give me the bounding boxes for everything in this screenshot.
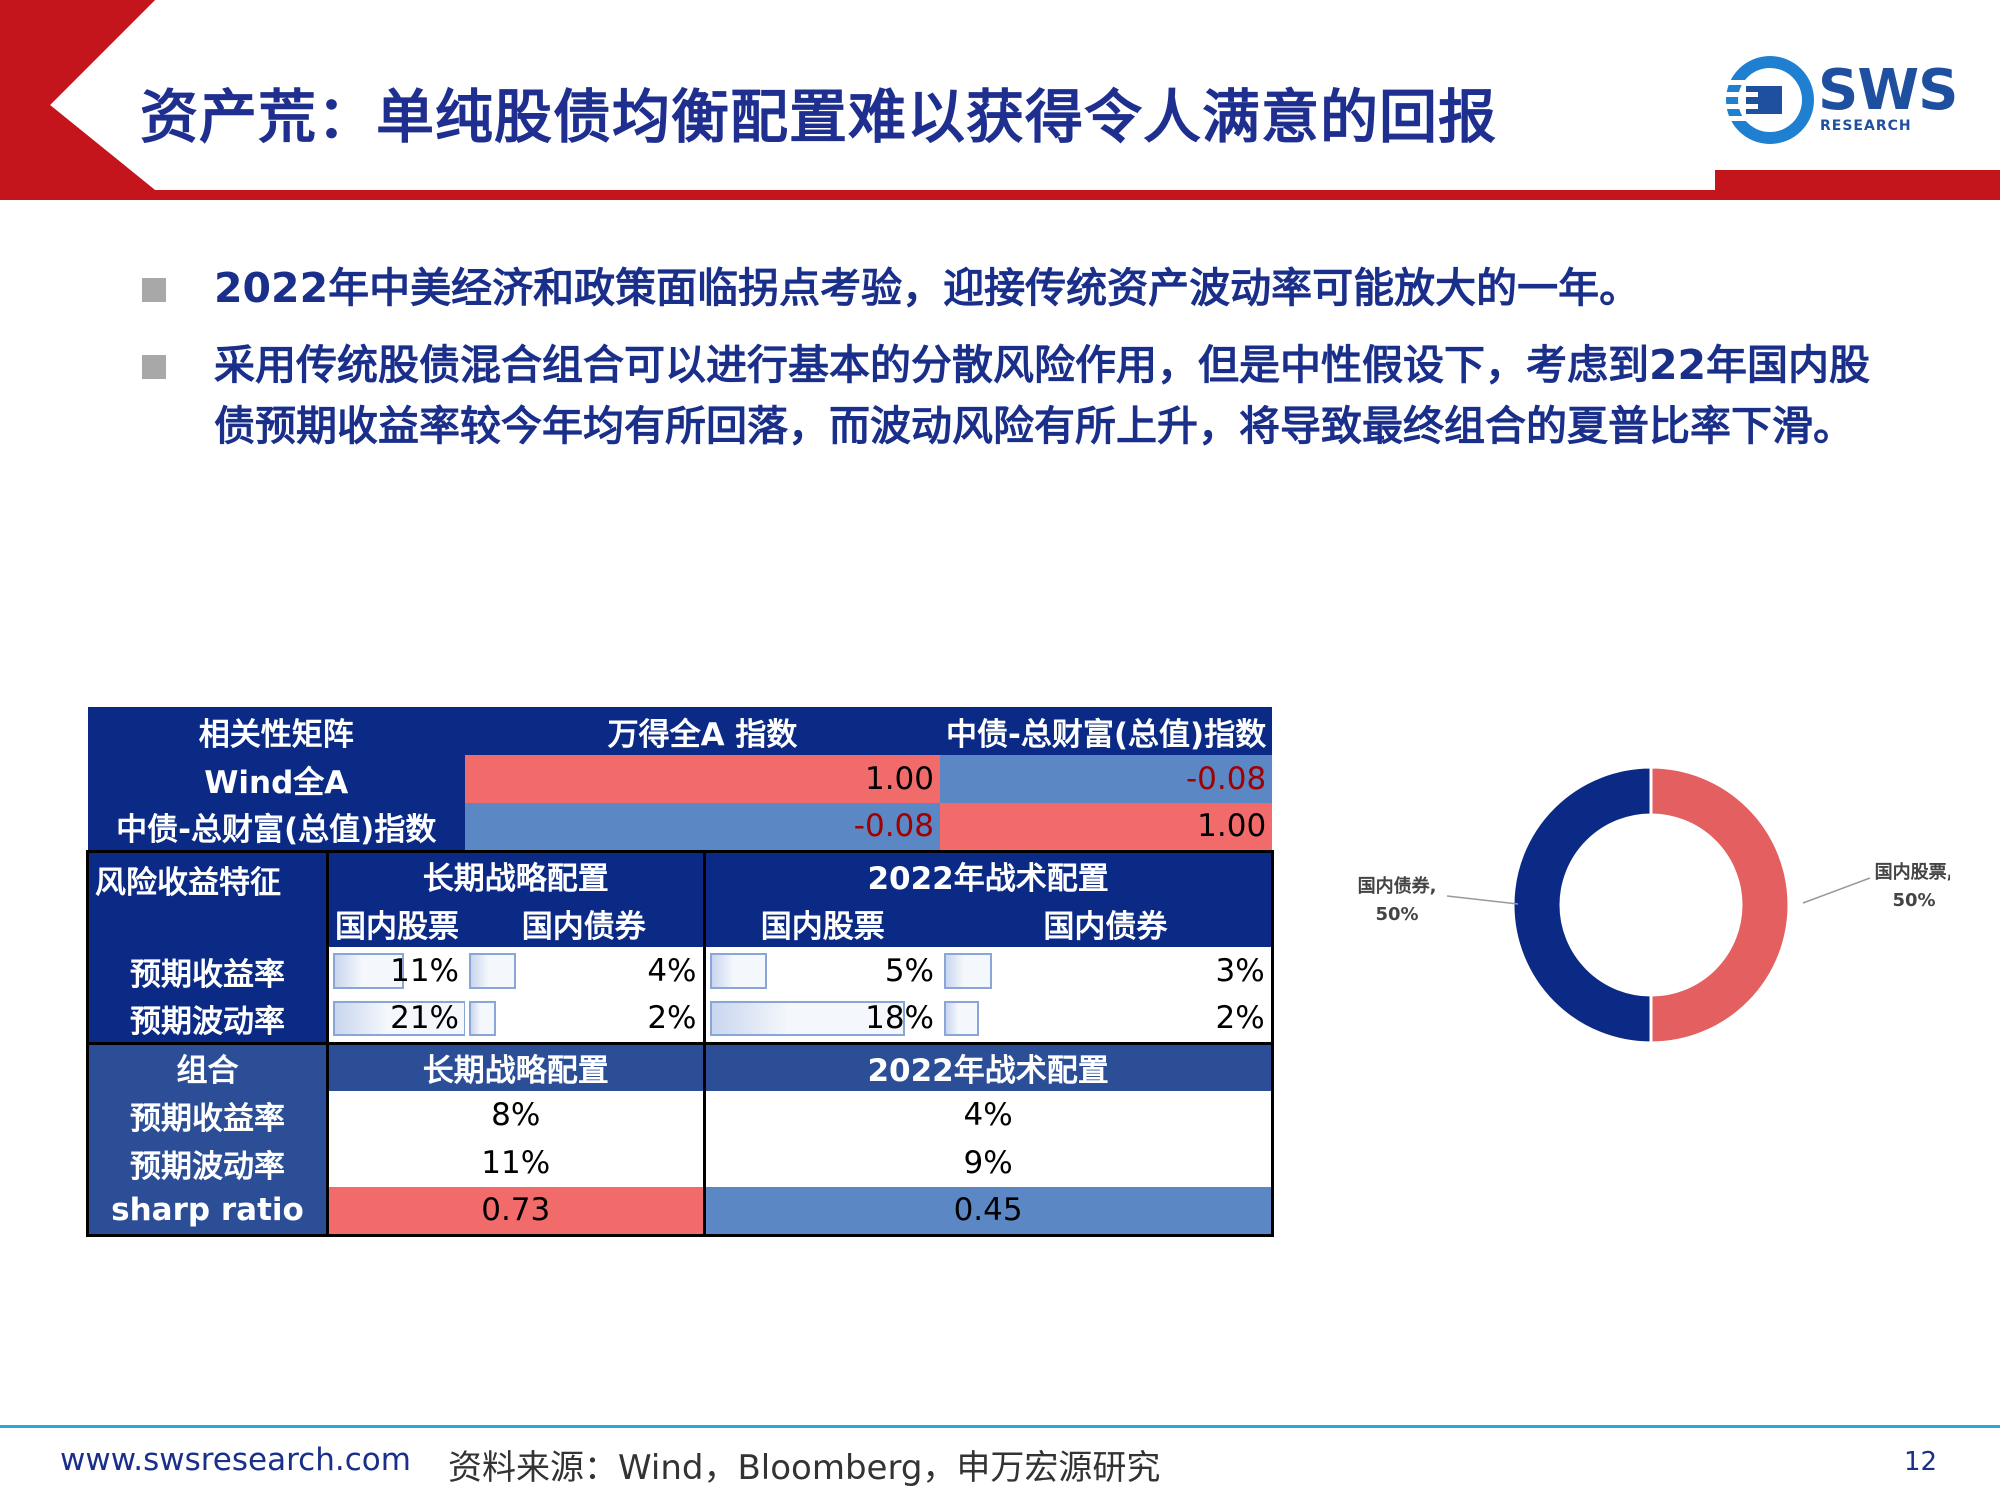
risk-cell: 2% <box>465 995 704 1043</box>
footer-url: www.swsresearch.com <box>60 1442 411 1478</box>
risk-title: 风险收益特征 <box>86 849 329 947</box>
table-row: 中债-总财富(总值)指数 -0.08 1.00 <box>87 803 1273 851</box>
bullet-square-icon <box>142 355 166 379</box>
slice-label-bond-name: 国内债券, <box>1358 875 1437 897</box>
bullet-list: 2022年中美经济和政策面临拐点考验，迎接传统资产波动率可能放大的一年。 采用传… <box>140 258 1900 473</box>
portfolio-cell: 0.73 <box>327 1187 704 1237</box>
risk-value: 3% <box>1215 953 1265 989</box>
logo-text: SWS <box>1818 58 1958 123</box>
bullet-text: 2022年中美经济和政策面临拐点考验，迎接传统资产波动率可能放大的一年。 <box>214 264 1641 312</box>
allocation-donut-chart: 国内债券, 50% 国内股票, 50% <box>1358 765 1950 1045</box>
risk-cell: 5% <box>702 947 940 995</box>
risk-value: 18% <box>865 1000 934 1037</box>
risk-group-long: 长期战略配置 <box>327 849 704 899</box>
logo-subtext: RESEARCH <box>1820 118 1912 134</box>
table-row: Wind全A 1.00 -0.08 <box>87 755 1273 803</box>
risk-cell: 4% <box>465 947 704 995</box>
risk-return-table: 相关性矩阵 万得全A 指数 中债-总财富(总值)指数 Wind全A 1.00 -… <box>86 707 1274 1237</box>
donut-slice-domestic-bond <box>1511 765 1653 1045</box>
slice-label-bond-pct: 50% <box>1375 904 1418 925</box>
risk-cell: 21% <box>327 995 465 1043</box>
risk-cell: 3% <box>940 947 1274 995</box>
page-number: 12 <box>1904 1447 1938 1477</box>
slice-label-stock-name: 国内股票, <box>1875 861 1950 883</box>
table-row: 组合 长期战略配置 2022年战术配置 <box>86 1041 1274 1091</box>
portfolio-row-label: 预期波动率 <box>86 1139 329 1187</box>
table-row: 相关性矩阵 万得全A 指数 中债-总财富(总值)指数 <box>87 707 1273 755</box>
header-banner <box>0 0 2000 200</box>
leader-line <box>1446 895 1519 905</box>
corr-header-wind: 万得全A 指数 <box>465 707 940 755</box>
footer-divider <box>0 1425 2000 1428</box>
portfolio-cell: 9% <box>702 1139 1274 1187</box>
portfolio-cell: 0.45 <box>702 1187 1274 1237</box>
corr-row-label: Wind全A <box>87 755 465 803</box>
data-bar <box>469 953 516 989</box>
risk-sub-header: 国内股票 <box>327 899 465 947</box>
page-title: 资产荒：单纯股债均衡配置难以获得令人满意的回报 <box>140 83 1498 151</box>
table-row: 预期波动率 11% 9% <box>86 1139 1274 1187</box>
table-row: 国内股票 国内债券 国内股票 国内债券 <box>88 899 1274 947</box>
portfolio-group-long: 长期战略配置 <box>327 1041 704 1091</box>
bullet-text: 采用传统股债混合组合可以进行基本的分散风险作用，但是中性假设下，考虑到22年国内… <box>214 341 1871 450</box>
bullet-square-icon <box>142 278 166 302</box>
table-row: sharp ratio 0.73 0.45 <box>86 1187 1274 1237</box>
table-row: 风险收益特征 长期战略配置 2022年战术配置 <box>86 849 1274 947</box>
risk-group-2022: 2022年战术配置 <box>702 849 1274 899</box>
risk-value: 4% <box>647 953 697 989</box>
portfolio-group-2022: 2022年战术配置 <box>702 1041 1274 1091</box>
slice-label-stock-pct: 50% <box>1892 890 1935 911</box>
data-bar <box>709 953 767 989</box>
bullet-item: 采用传统股债混合组合可以进行基本的分散风险作用，但是中性假设下，考虑到22年国内… <box>140 335 1900 457</box>
portfolio-cell: 11% <box>327 1139 704 1187</box>
risk-row-label: 预期收益率 <box>86 947 329 995</box>
corr-cell: -0.08 <box>465 803 940 851</box>
portfolio-cell: 8% <box>327 1091 704 1139</box>
data-bar <box>944 953 992 989</box>
risk-cell: 18% <box>702 995 940 1043</box>
portfolio-row-label: sharp ratio <box>86 1187 329 1237</box>
corr-header-label: 相关性矩阵 <box>87 707 465 755</box>
risk-cell: 11% <box>327 947 465 995</box>
table-row: 预期收益率 8% 4% <box>86 1091 1274 1139</box>
portfolio-title: 组合 <box>86 1041 329 1091</box>
risk-sub-header: 国内股票 <box>702 899 940 947</box>
corr-row-label: 中债-总财富(总值)指数 <box>87 803 465 851</box>
corr-cell: -0.08 <box>940 755 1273 803</box>
leader-line <box>1802 877 1871 904</box>
risk-row-label: 预期波动率 <box>86 995 329 1043</box>
table-row: 预期收益率 11% 4% 5% 3% <box>86 947 1274 995</box>
corr-cell: 1.00 <box>465 755 940 803</box>
data-bar <box>709 1001 906 1036</box>
footer-source: 资料来源：Wind，Bloomberg，申万宏源研究 <box>448 1448 1161 1488</box>
bullet-item: 2022年中美经济和政策面临拐点考验，迎接传统资产波动率可能放大的一年。 <box>140 258 1900 319</box>
data-bar <box>333 953 405 989</box>
data-bar <box>333 1001 465 1036</box>
donut-slice-domestic-stock <box>1649 765 1791 1045</box>
risk-value: 5% <box>884 953 934 989</box>
corr-header-bond: 中债-总财富(总值)指数 <box>940 707 1273 755</box>
risk-sub-header: 国内债券 <box>465 899 704 947</box>
portfolio-cell: 4% <box>702 1091 1274 1139</box>
risk-value: 2% <box>647 1000 697 1037</box>
sws-logo-icon <box>1718 56 1814 144</box>
portfolio-row-label: 预期收益率 <box>86 1091 329 1139</box>
risk-sub-header: 国内债券 <box>940 899 1274 947</box>
data-bar <box>469 1001 496 1036</box>
risk-value: 2% <box>1215 1000 1265 1037</box>
table-row: 预期波动率 21% 2% 18% 2% <box>86 995 1274 1043</box>
data-bar <box>944 1001 980 1036</box>
risk-value: 21% <box>390 1000 459 1037</box>
risk-cell: 2% <box>940 995 1274 1043</box>
corr-cell: 1.00 <box>940 803 1273 851</box>
risk-value: 11% <box>390 953 459 989</box>
